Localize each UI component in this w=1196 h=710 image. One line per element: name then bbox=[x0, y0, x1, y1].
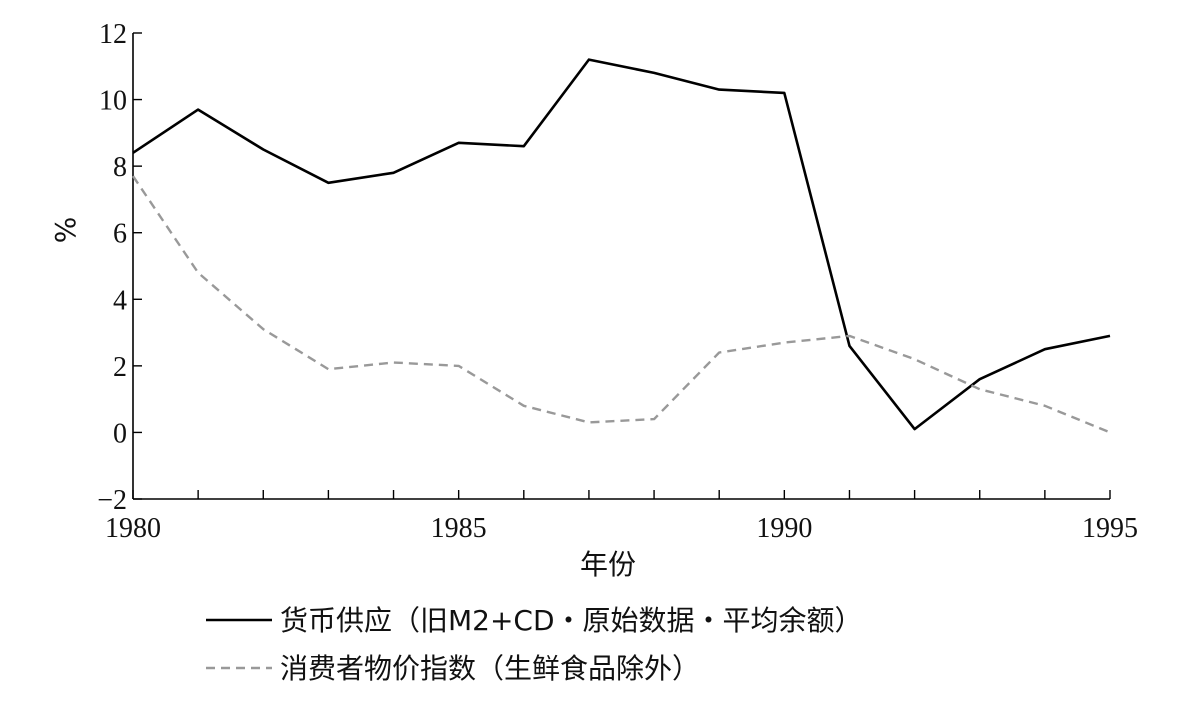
legend-label: 消费者物价指数（生鲜食品除外） bbox=[280, 652, 700, 685]
y-tick-label: 0 bbox=[113, 418, 127, 449]
x-axis-title: 年份 bbox=[580, 548, 636, 581]
y-tick-label: 8 bbox=[113, 152, 127, 183]
y-tick-label: 2 bbox=[113, 352, 127, 383]
x-tick-label: 1990 bbox=[756, 513, 812, 544]
y-tick-label: 12 bbox=[99, 19, 127, 50]
y-tick-label: 4 bbox=[113, 285, 127, 316]
series-cpi-line bbox=[132, 175, 1111, 434]
y-axis-title: % bbox=[49, 217, 82, 244]
y-tick-label: 6 bbox=[113, 219, 127, 250]
legend-label: 货币供应（旧M2+CD・原始数据・平均余额） bbox=[280, 604, 863, 637]
y-tick-label: −2 bbox=[97, 485, 127, 516]
series-layer bbox=[132, 58, 1111, 434]
series-money-supply-line bbox=[132, 58, 1111, 431]
legend: 货币供应（旧M2+CD・原始数据・平均余额） 消费者物价指数（生鲜食品除外） bbox=[206, 604, 863, 685]
x-tick-label: 1995 bbox=[1082, 513, 1138, 544]
x-tick-label: 1985 bbox=[431, 513, 487, 544]
x-tick-label: 1980 bbox=[105, 513, 161, 544]
y-tick-label: 10 bbox=[99, 86, 127, 117]
